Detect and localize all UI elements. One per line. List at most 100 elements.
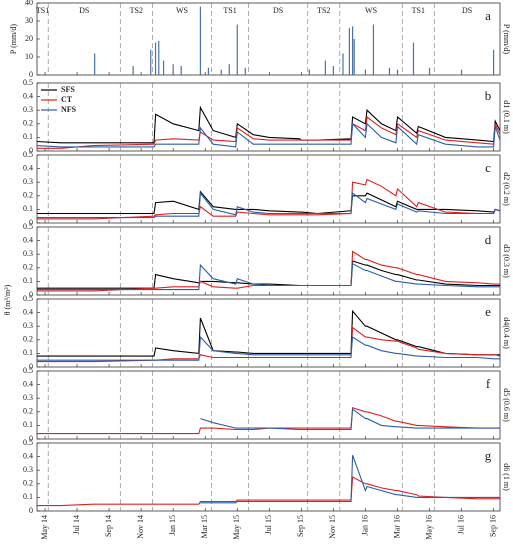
precip-bar [332, 66, 334, 75]
y-tick-label: 0 [29, 218, 33, 227]
precip-bar [428, 67, 431, 75]
y-tick-label: 0.1 [23, 420, 33, 429]
season-label: DS [273, 6, 283, 15]
panel-letter: a [485, 8, 491, 23]
y-tick-label: 0.2 [23, 335, 33, 344]
panel-letter: e [485, 304, 491, 319]
series-line [37, 335, 500, 361]
x-tick-label: Sep 14 [104, 515, 113, 537]
legend-label: NFS [61, 105, 77, 114]
x-tick-label: May 14 [40, 515, 49, 540]
y-tick-label: 40 [25, 0, 33, 7]
x-tick-label: May 16 [424, 515, 433, 540]
x-tick-label: Nov 14 [136, 515, 145, 539]
precip-bar [132, 66, 134, 75]
series-line [37, 115, 501, 149]
precip-bar [154, 42, 157, 75]
y-tick-label: 0.2 [23, 407, 33, 416]
season-label: DS [79, 6, 89, 15]
x-tick-label: Jul 16 [456, 515, 465, 534]
season-label: WS [365, 6, 377, 15]
y-tick-label: 0.2 [23, 119, 33, 128]
y-tick-label: 0.5 [23, 366, 33, 375]
series-line [37, 326, 501, 363]
season-label: TS1 [36, 6, 49, 15]
panel-letter: d [485, 232, 492, 247]
precip-bar [388, 67, 391, 75]
precip-bar [207, 67, 210, 75]
y-tick-label: 30 [25, 16, 33, 25]
y-label: d3 (0.3 m) [502, 244, 511, 278]
y-tick-label: 0 [29, 290, 33, 299]
precip-bar [342, 53, 344, 75]
series-line [37, 262, 500, 291]
x-tick-label: Jul 15 [264, 515, 273, 534]
x-tick-label: Mar 15 [200, 515, 209, 538]
panel-letter: b [485, 88, 492, 103]
shared-y-label: θ (m³/m³) [3, 284, 12, 315]
precip-bar [172, 64, 174, 75]
y-label: d2 (0.2 m) [502, 172, 511, 206]
precip-bar [180, 66, 182, 75]
precip-bar [199, 6, 202, 76]
precip-bar [324, 60, 326, 75]
y-tick-label: 0.2 [23, 263, 33, 272]
precip-bar [353, 39, 355, 75]
series-line [37, 190, 501, 215]
x-tick-label: Jan 15 [168, 515, 177, 536]
season-label: DS [462, 6, 472, 15]
series-line [200, 455, 500, 504]
panel-letter: c [485, 160, 491, 175]
precip-bar [352, 26, 354, 75]
precip-bar [348, 28, 351, 75]
precip-bar [220, 69, 222, 75]
y-tick-label: 0.1 [23, 204, 33, 213]
y-tick-label: 0 [29, 434, 33, 443]
y-label: P (mm/d) [502, 24, 511, 54]
y-tick-label: 0.4 [23, 307, 33, 316]
precip-bar [162, 60, 165, 75]
plot-frame [36, 82, 501, 152]
x-tick-label: Mar 16 [392, 515, 401, 538]
panel-letter: f [486, 376, 491, 391]
y-tick-label: 0 [29, 506, 33, 515]
series-line [37, 178, 501, 220]
panel-letter: g [485, 448, 492, 463]
plot-frame [36, 154, 501, 224]
y-tick-label: 0 [29, 362, 33, 371]
season-label: TS1 [412, 6, 425, 15]
plot-frame [36, 370, 501, 440]
series-line [36, 105, 501, 144]
precip-bar [308, 69, 310, 75]
precip-bar [412, 42, 415, 75]
y-tick-label: 0.3 [23, 321, 33, 330]
plot-frame [36, 298, 501, 368]
x-tick-label: Nov 15 [328, 515, 337, 539]
y-tick-label: 0.5 [23, 294, 33, 303]
y-tick-label: 0.5 [23, 222, 33, 231]
y-label: P (mm/d) [9, 24, 18, 54]
season-label: TS2 [130, 6, 143, 15]
season-label: TS2 [317, 6, 330, 15]
x-tick-label: Sep 15 [296, 515, 305, 537]
precip-bar [150, 49, 152, 75]
series-line [200, 408, 500, 431]
y-tick-label: 0.3 [23, 177, 33, 186]
plot-frame [36, 442, 501, 512]
y-tick-label: 0.5 [23, 78, 33, 87]
x-tick-label: May 15 [232, 515, 241, 540]
precip-bar [364, 69, 367, 75]
precip-bar [228, 64, 230, 75]
y-tick-label: 20 [25, 34, 33, 43]
season-label: TS1 [223, 6, 236, 15]
legend-label: CT [61, 95, 73, 104]
y-tick-label: 0.4 [23, 235, 33, 244]
series-line [36, 122, 501, 148]
y-tick-label: 0.3 [23, 393, 33, 402]
y-tick-label: 0.2 [23, 191, 33, 200]
y-tick-label: 0 [29, 70, 33, 79]
series-line [37, 406, 500, 435]
precip-bar [236, 24, 238, 76]
precip-bar [460, 69, 463, 75]
